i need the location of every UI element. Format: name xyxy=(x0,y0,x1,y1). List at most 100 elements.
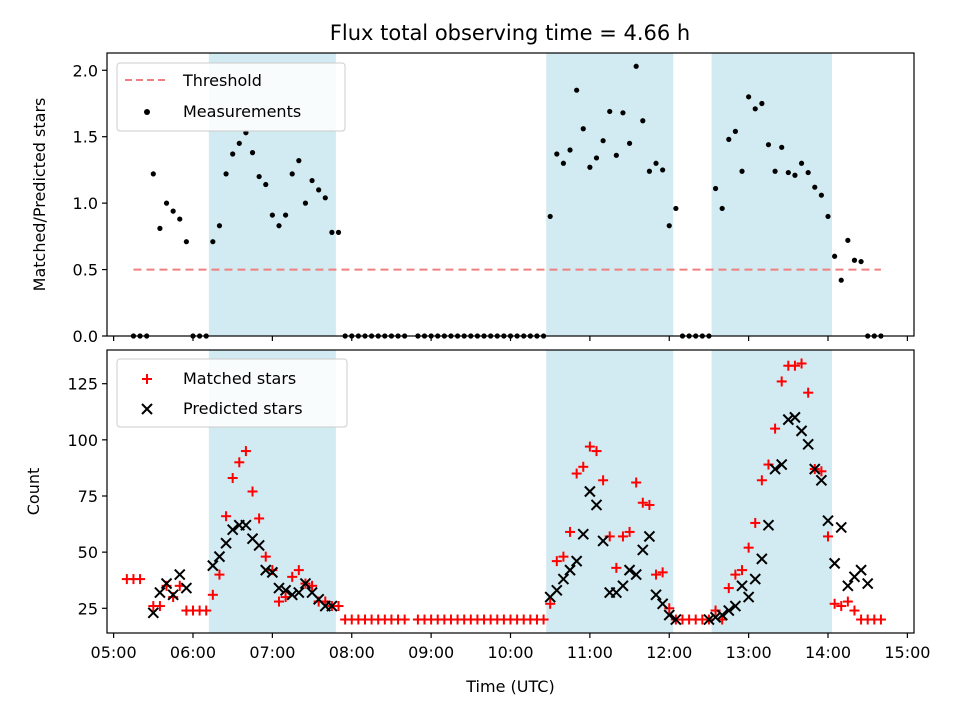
y-tick-label: 25 xyxy=(78,599,98,618)
matched-star-point xyxy=(789,360,800,371)
measurement-point xyxy=(838,277,844,283)
matched-star-point xyxy=(737,565,748,576)
measurement-point xyxy=(302,200,309,206)
measurement-point xyxy=(289,171,295,177)
measurement-point xyxy=(640,118,646,124)
matched-star-point xyxy=(657,567,668,578)
x-tick-label: 11:00 xyxy=(567,643,613,662)
predicted-star-point xyxy=(226,523,239,536)
matched-star-point xyxy=(201,605,212,616)
measurement-point xyxy=(646,168,653,174)
x-axis-label: Time (UTC) xyxy=(465,677,554,696)
measurement-point xyxy=(177,216,183,222)
predicted-star-point xyxy=(286,589,298,601)
chart-title: Flux total observing time = 4.66 h xyxy=(330,21,690,45)
shaded-interval xyxy=(711,350,832,633)
matched-star-point xyxy=(770,423,781,434)
matched-star-point xyxy=(823,531,834,542)
measurement-point xyxy=(666,223,672,229)
x-tick-label: 13:00 xyxy=(726,643,772,662)
matched-star-point xyxy=(578,461,589,472)
matched-star-point xyxy=(287,571,298,582)
measurement-point xyxy=(752,106,758,112)
predicted-star-point xyxy=(775,458,788,471)
predicted-star-point xyxy=(842,580,854,592)
measurement-point xyxy=(223,171,229,177)
measurement-point xyxy=(712,185,719,192)
predicted-star-point xyxy=(656,598,669,610)
measurement-point xyxy=(593,155,600,161)
measurement-point xyxy=(335,229,342,235)
measurement-point xyxy=(580,126,586,132)
top-panel: 0.00.51.01.52.0 Matched/Predicted stars … xyxy=(30,52,915,346)
matched-star-point xyxy=(842,596,853,607)
measurement-point xyxy=(613,152,619,158)
predicted-star-point xyxy=(174,568,186,581)
matched-star-point xyxy=(333,601,344,612)
predicted-star-point xyxy=(663,609,675,621)
matched-star-point xyxy=(207,589,218,600)
y-tick-label: 0.5 xyxy=(73,261,98,280)
predicted-star-point xyxy=(293,586,305,599)
predicted-star-point xyxy=(299,577,312,590)
measurement-point xyxy=(792,172,798,178)
predicted-star-point xyxy=(167,589,179,601)
y-tick-label: 100 xyxy=(67,431,98,450)
measurement-point xyxy=(719,205,725,212)
measurement-point xyxy=(759,100,765,107)
predicted-star-point xyxy=(749,573,761,585)
measurement-point xyxy=(673,205,679,212)
shaded-interval xyxy=(546,53,674,336)
matched-star-point xyxy=(247,486,258,497)
x-tick-label: 15:00 xyxy=(884,643,930,662)
predicted-star-point xyxy=(617,580,629,592)
x-tick-label: 10:00 xyxy=(487,643,533,662)
legend-measurements-label: Measurements xyxy=(183,102,301,121)
measurement-point xyxy=(845,237,851,243)
measurement-point xyxy=(620,110,626,116)
predicted-star-point xyxy=(795,425,808,437)
predicted-star-point xyxy=(154,586,166,599)
predicted-star-point xyxy=(213,550,226,563)
matched-star-point xyxy=(135,574,146,585)
x-tick-label: 06:00 xyxy=(170,643,216,662)
predicted-star-point xyxy=(220,537,232,549)
measurement-point xyxy=(170,208,176,214)
matched-star-point xyxy=(565,526,576,537)
y-tick-label: 2.0 xyxy=(73,61,98,80)
predicted-star-point xyxy=(802,438,814,451)
predicted-star-point xyxy=(861,577,874,590)
x-tick-label: 07:00 xyxy=(249,643,295,662)
count-points xyxy=(121,358,886,626)
matched-star-point xyxy=(875,614,886,625)
shaded-interval xyxy=(546,350,674,633)
matched-star-point xyxy=(551,556,562,567)
measurement-point xyxy=(256,173,262,180)
matched-star-point xyxy=(750,517,761,528)
top-x-ticks xyxy=(113,336,908,341)
predicted-star-point xyxy=(597,535,609,547)
measurement-point xyxy=(798,160,805,166)
legend-matched-swatch xyxy=(142,374,152,384)
measurement-point xyxy=(249,150,256,156)
measurement-point xyxy=(772,168,778,174)
x-tick-label: 05:00 xyxy=(91,643,137,662)
measurement-point xyxy=(785,169,791,176)
x-tick-label: 08:00 xyxy=(329,643,375,662)
legend-matched-label: Matched stars xyxy=(183,369,296,388)
matched-star-point xyxy=(796,358,807,369)
predicted-star-point xyxy=(742,591,755,603)
matched-star-point xyxy=(803,387,814,398)
matched-star-point xyxy=(637,497,648,508)
matched-star-point xyxy=(227,473,238,484)
shaded-interval xyxy=(711,53,832,336)
x-tick-label: 09:00 xyxy=(408,643,454,662)
matched-star-point xyxy=(730,569,741,580)
predicted-star-point xyxy=(736,580,748,592)
matched-star-point xyxy=(214,569,225,580)
predicted-star-point xyxy=(577,528,589,540)
measurement-point xyxy=(163,200,170,206)
predicted-star-point xyxy=(160,577,173,590)
predicted-star-point xyxy=(809,463,821,475)
